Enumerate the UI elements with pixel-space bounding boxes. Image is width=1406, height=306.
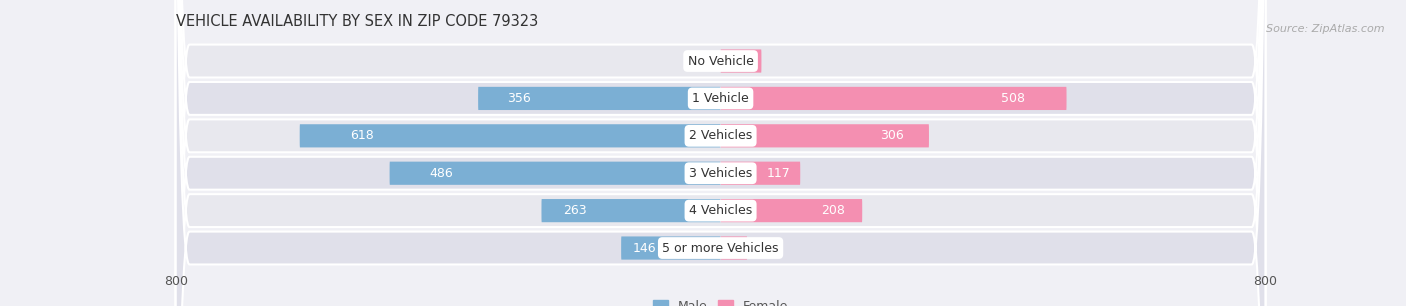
Text: 263: 263 bbox=[562, 204, 586, 217]
Legend: Male, Female: Male, Female bbox=[648, 295, 793, 306]
FancyBboxPatch shape bbox=[721, 50, 762, 73]
Text: 0: 0 bbox=[709, 54, 717, 68]
FancyBboxPatch shape bbox=[176, 0, 1265, 306]
Text: 117: 117 bbox=[766, 167, 790, 180]
Text: 486: 486 bbox=[429, 167, 453, 180]
Text: 39: 39 bbox=[752, 241, 768, 255]
Text: 2 Vehicles: 2 Vehicles bbox=[689, 129, 752, 142]
FancyBboxPatch shape bbox=[176, 0, 1265, 306]
FancyBboxPatch shape bbox=[721, 199, 862, 222]
Text: 1 Vehicle: 1 Vehicle bbox=[692, 92, 749, 105]
Text: VEHICLE AVAILABILITY BY SEX IN ZIP CODE 79323: VEHICLE AVAILABILITY BY SEX IN ZIP CODE … bbox=[176, 13, 538, 28]
FancyBboxPatch shape bbox=[621, 237, 721, 259]
FancyBboxPatch shape bbox=[721, 87, 1067, 110]
FancyBboxPatch shape bbox=[389, 162, 721, 185]
Text: 3 Vehicles: 3 Vehicles bbox=[689, 167, 752, 180]
FancyBboxPatch shape bbox=[478, 87, 721, 110]
FancyBboxPatch shape bbox=[721, 124, 929, 147]
FancyBboxPatch shape bbox=[541, 199, 721, 222]
Text: 208: 208 bbox=[821, 204, 845, 217]
FancyBboxPatch shape bbox=[176, 0, 1265, 306]
Text: 306: 306 bbox=[880, 129, 904, 142]
Text: 146: 146 bbox=[633, 241, 657, 255]
FancyBboxPatch shape bbox=[299, 124, 721, 147]
Text: 508: 508 bbox=[1001, 92, 1025, 105]
Text: 60: 60 bbox=[741, 54, 756, 68]
FancyBboxPatch shape bbox=[176, 0, 1265, 306]
FancyBboxPatch shape bbox=[176, 0, 1265, 306]
Text: 4 Vehicles: 4 Vehicles bbox=[689, 204, 752, 217]
FancyBboxPatch shape bbox=[176, 0, 1265, 306]
Text: 618: 618 bbox=[350, 129, 374, 142]
Text: 356: 356 bbox=[508, 92, 531, 105]
FancyBboxPatch shape bbox=[721, 237, 747, 259]
Text: No Vehicle: No Vehicle bbox=[688, 54, 754, 68]
Text: Source: ZipAtlas.com: Source: ZipAtlas.com bbox=[1267, 24, 1385, 35]
FancyBboxPatch shape bbox=[721, 162, 800, 185]
Text: 5 or more Vehicles: 5 or more Vehicles bbox=[662, 241, 779, 255]
